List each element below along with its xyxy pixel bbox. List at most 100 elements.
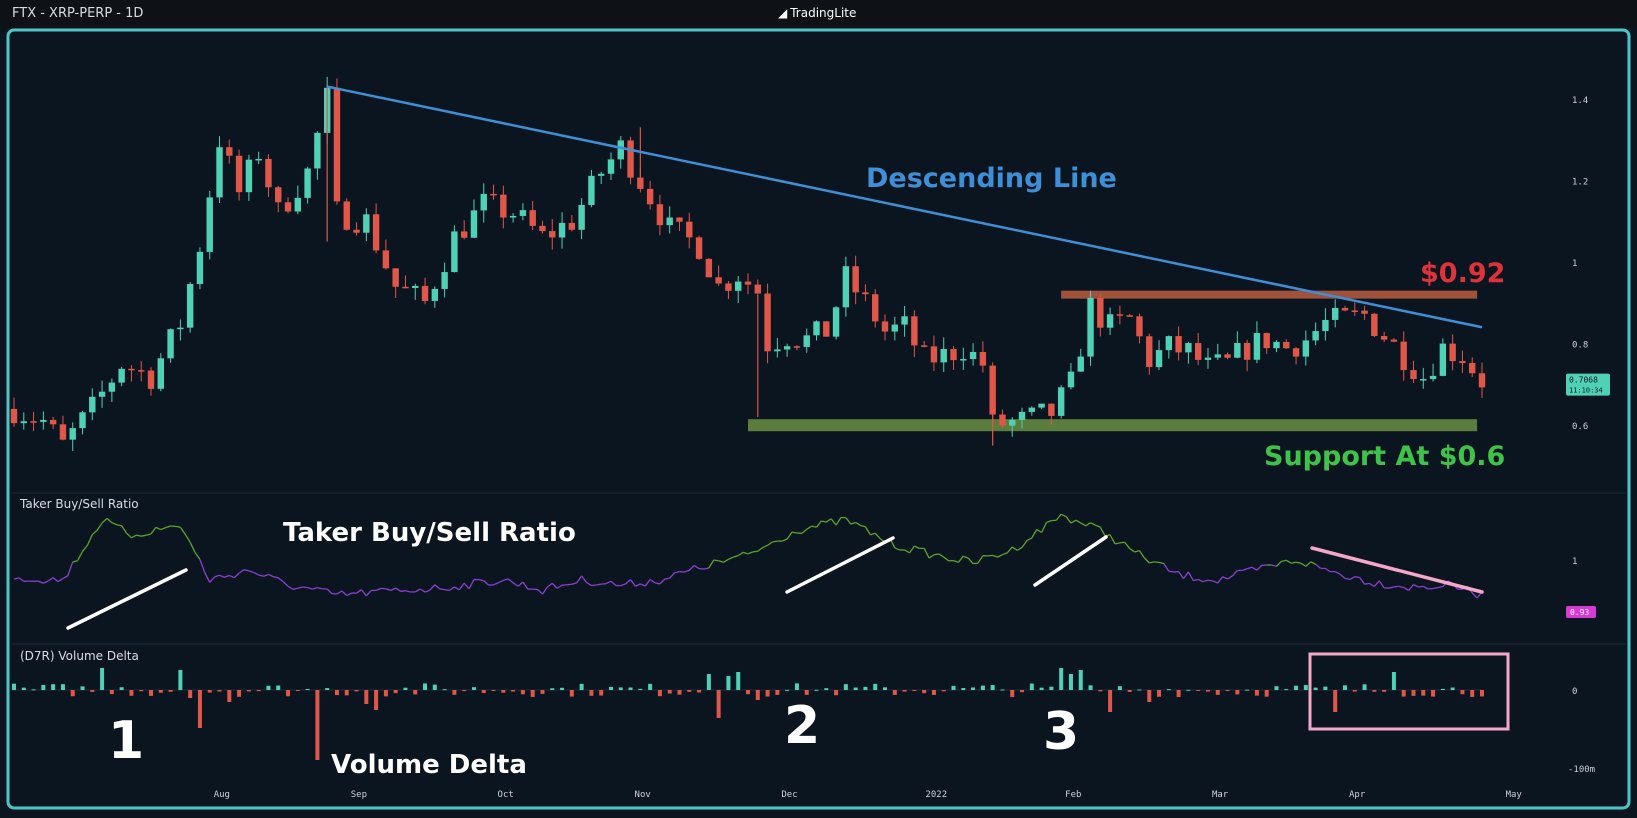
ratio-line-segment xyxy=(537,589,543,595)
ratio-line-segment xyxy=(522,581,529,590)
ratio-line-segment xyxy=(1168,570,1174,573)
candle xyxy=(1165,335,1173,359)
candle xyxy=(1390,338,1398,343)
candle xyxy=(49,416,57,429)
candle xyxy=(470,199,478,239)
ratio-line-segment xyxy=(791,531,798,534)
ratio-line-segment xyxy=(72,559,78,563)
ratio-line-segment xyxy=(571,582,577,585)
ratio-line-segment xyxy=(1143,557,1150,564)
candle xyxy=(715,265,722,286)
ratio-line-segment xyxy=(439,588,445,591)
logo-icon: ◢ xyxy=(778,6,788,20)
ratio-line-segment xyxy=(845,517,852,525)
candle xyxy=(412,283,419,300)
volume-bar xyxy=(276,685,281,690)
candle xyxy=(754,279,761,295)
ratio-line-segment xyxy=(1193,578,1199,582)
highlight-box xyxy=(1308,652,1510,731)
ratio-line-segment xyxy=(1138,550,1145,559)
volume-bar xyxy=(569,690,574,697)
ratio-line-segment xyxy=(1305,561,1312,567)
ratio-line-segment xyxy=(1046,519,1052,524)
candle xyxy=(607,152,615,180)
volume-bar xyxy=(442,689,447,691)
candle xyxy=(382,239,390,270)
volume-bar xyxy=(51,684,56,690)
candle xyxy=(1097,293,1104,337)
ratio-line-segment xyxy=(1134,549,1140,553)
candle xyxy=(656,194,664,236)
candle xyxy=(177,319,184,341)
ratio-line-segment xyxy=(1334,571,1341,575)
ratio-line-segment xyxy=(1119,541,1125,544)
ratio-line-segment xyxy=(967,557,974,564)
volume-bar xyxy=(863,686,868,690)
candle xyxy=(1273,340,1280,353)
volume-bar xyxy=(31,689,36,691)
ratio-line-segment xyxy=(356,589,362,594)
volume-bar xyxy=(1470,690,1475,697)
ratio-line-segment xyxy=(67,561,74,576)
pair-label: FTX - XRP-PERP - 1D xyxy=(12,6,144,21)
ratio-line-segment xyxy=(1090,522,1096,526)
volume-bar xyxy=(364,690,369,704)
ratio-line-segment xyxy=(923,548,930,559)
volume-bar xyxy=(1029,683,1034,690)
ratio-line-segment xyxy=(507,578,514,584)
price-pane xyxy=(10,76,1486,451)
ratio-line-segment xyxy=(586,581,592,587)
volume-bar xyxy=(1323,686,1328,690)
volume-bar xyxy=(1480,690,1484,697)
candle xyxy=(705,257,713,278)
ratio-line-segment xyxy=(194,552,201,560)
ratio-line-segment xyxy=(1408,584,1414,591)
candle xyxy=(1175,326,1182,361)
ratio-line-segment xyxy=(204,572,211,583)
candle xyxy=(979,341,987,373)
candle xyxy=(235,149,243,201)
candle xyxy=(627,136,634,185)
ratio-line-segment xyxy=(126,532,132,539)
ratio-line-segment xyxy=(1026,537,1033,542)
annotation-labels: Descending Line $0.92 Support At $0.6 Taker… xyxy=(108,163,1505,780)
ratio-line-segment xyxy=(1212,580,1219,584)
ratio-line-segment xyxy=(1359,577,1366,585)
candle xyxy=(891,316,898,341)
ratio-line-segment xyxy=(253,571,259,576)
candle xyxy=(98,380,106,408)
x-tick-label: Apr xyxy=(1349,790,1366,800)
y-tick-label: 0.6 xyxy=(1572,422,1588,432)
candle xyxy=(1332,299,1339,328)
ratio-line-segment xyxy=(762,544,768,549)
volume-bar xyxy=(1245,689,1250,691)
candle xyxy=(167,328,174,363)
volume-bar xyxy=(21,687,26,690)
candle xyxy=(10,397,18,427)
volume-bar xyxy=(814,689,819,691)
ratio-line-segment xyxy=(674,571,680,574)
ratio-line-segment xyxy=(1325,567,1331,573)
ratio-line-segment xyxy=(1369,582,1375,587)
ratio-line-segment xyxy=(987,554,993,557)
ratio-line-segment xyxy=(1197,578,1204,583)
ratio-line-segment xyxy=(855,521,861,527)
ratio-line-segment xyxy=(360,589,367,597)
volume-bar xyxy=(726,676,731,690)
ratio-line-segment xyxy=(165,525,171,529)
ratio-line-segment xyxy=(341,590,348,596)
candle xyxy=(69,422,76,451)
ratio-line-segment xyxy=(541,586,548,595)
candle xyxy=(1312,322,1319,346)
candle xyxy=(216,136,223,204)
ratio-line-segment xyxy=(493,582,499,586)
candle xyxy=(147,367,155,396)
candle xyxy=(1263,332,1270,354)
ratio-line-segment xyxy=(576,575,583,584)
ratio-line-segment xyxy=(96,522,103,531)
volume-bar xyxy=(1274,686,1279,690)
candle xyxy=(519,203,527,221)
ratio-line-segment xyxy=(375,587,382,591)
ratio-line-segment xyxy=(850,521,856,525)
ratio-line-segment xyxy=(1373,580,1380,587)
